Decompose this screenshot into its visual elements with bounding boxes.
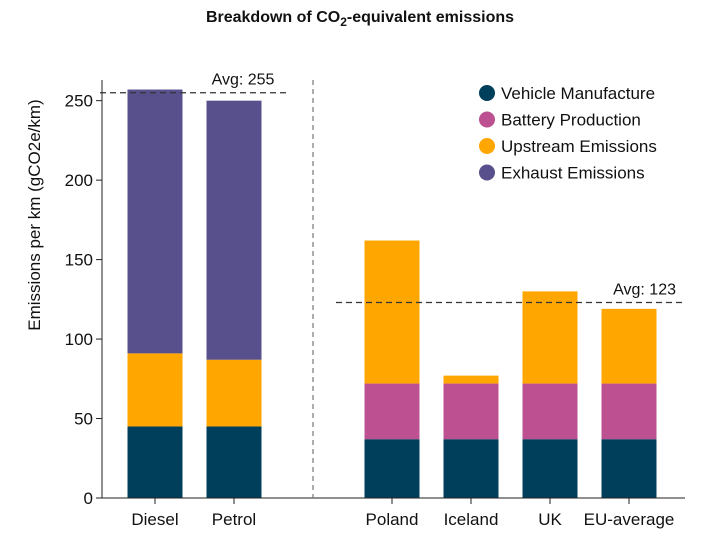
- bar-uk-series-0: [522, 439, 578, 498]
- bar-diesel-series-3: [127, 89, 183, 354]
- bar-petrol-series-3: [206, 100, 262, 360]
- y-tick-label: 200: [65, 171, 93, 190]
- legend: Vehicle Manufacture Battery Production Ups…: [479, 84, 657, 183]
- bar-eu-average-series-1: [601, 383, 657, 440]
- y-tick-label: 150: [65, 251, 93, 270]
- bar-uk-series-2: [522, 291, 578, 384]
- x-axis: Diesel Petrol Poland Iceland UK EU-average: [102, 497, 685, 529]
- legend-label-1: Battery Production: [501, 111, 641, 130]
- average-label-2: Avg: 123: [613, 282, 676, 299]
- x-tick-label: Diesel: [131, 510, 178, 529]
- bar-poland-series-2: [364, 240, 420, 384]
- bar-petrol-series-2: [206, 359, 262, 427]
- bar-iceland-series-2: [443, 375, 499, 384]
- bar-poland-series-0: [364, 439, 420, 498]
- bar-diesel-series-2: [127, 353, 183, 427]
- y-axis-label: Emissions per km (gCO2e/km): [25, 99, 44, 330]
- y-tick-label: 100: [65, 330, 93, 349]
- x-tick-label: Petrol: [212, 510, 256, 529]
- bar-iceland-series-1: [443, 383, 499, 440]
- bar-diesel-series-0: [127, 426, 183, 498]
- bar-eu-average-series-0: [601, 439, 657, 498]
- legend-swatch-1: [479, 111, 495, 128]
- average-label-1: Avg: 255: [212, 72, 275, 89]
- x-tick-label: EU-average: [584, 510, 675, 529]
- bars: [127, 89, 657, 498]
- legend-label-2: Upstream Emissions: [501, 137, 657, 156]
- chart-title: Breakdown of CO2-equivalent emissions: [206, 9, 514, 29]
- y-tick-label: 0: [84, 489, 93, 508]
- legend-label-0: Vehicle Manufacture: [501, 84, 655, 103]
- legend-label-3: Exhaust Emissions: [501, 164, 645, 183]
- bar-eu-average-series-2: [601, 308, 657, 384]
- x-tick-label: Poland: [366, 510, 419, 529]
- bar-uk-series-1: [522, 383, 578, 440]
- x-tick-label: Iceland: [444, 510, 499, 529]
- bar-petrol-series-0: [206, 426, 262, 498]
- legend-swatch-3: [479, 164, 495, 181]
- bar-poland-series-1: [364, 383, 420, 440]
- x-tick-label: UK: [538, 510, 562, 529]
- legend-swatch-2: [479, 138, 495, 154]
- y-tick-label: 250: [65, 92, 93, 111]
- y-tick-label: 50: [74, 410, 93, 429]
- annotations: Avg: 255 Avg: 123: [100, 72, 682, 498]
- bar-iceland-series-0: [443, 439, 499, 498]
- y-axis: 0 50 100 150 200 250: [65, 80, 103, 508]
- legend-swatch-0: [479, 85, 495, 101]
